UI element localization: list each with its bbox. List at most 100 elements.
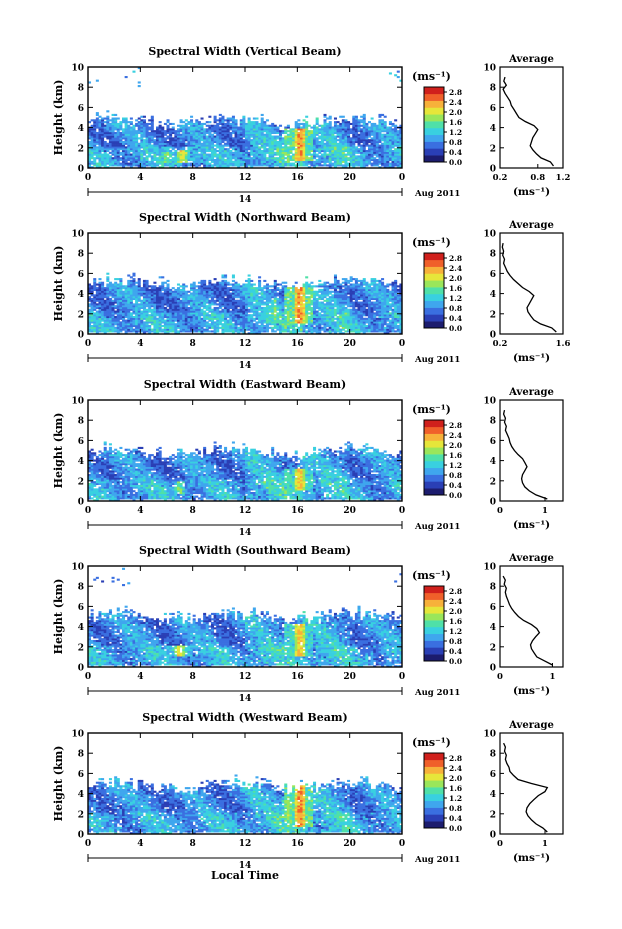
heatmap-cell (347, 157, 351, 160)
heatmap-cell (239, 330, 243, 333)
heatmap-cell (245, 162, 249, 165)
heatmap-cell (150, 330, 154, 333)
heatmap-cell (347, 164, 351, 167)
heatmap-cell (98, 131, 102, 135)
heatmap-cell (271, 314, 275, 317)
heatmap-cell (116, 137, 120, 140)
heatmap-cell (145, 326, 149, 329)
heatmap-cell (163, 296, 167, 299)
heatmap-cell (221, 121, 225, 124)
heatmap-cell (245, 153, 249, 156)
heatmap-cell (218, 158, 222, 162)
heatmap-cell (247, 164, 251, 167)
profile-y-tick-label: 6 (490, 104, 496, 114)
heatmap-cell (239, 162, 243, 165)
heatmap-cell (88, 308, 92, 311)
heatmap-cell (229, 146, 233, 149)
heatmap-cell (292, 317, 296, 320)
heatmap-cell (161, 128, 165, 131)
heatmap-cell (142, 290, 146, 293)
heatmap-cell (210, 285, 214, 288)
heatmap-cell (213, 144, 217, 147)
heatmap-cell (210, 137, 214, 140)
heatmap-cell (135, 122, 139, 126)
heatmap-cell (140, 137, 144, 140)
heatmap-cell (176, 319, 180, 322)
heatmap-cell (268, 126, 272, 129)
heatmap-cell (197, 288, 201, 292)
heatmap-cell (344, 130, 348, 133)
heatmap-cell (279, 292, 283, 295)
heatmap-cell (279, 297, 283, 301)
heatmap-cell (140, 166, 144, 169)
heatmap-cell (234, 303, 238, 306)
heatmap-cell (231, 287, 235, 290)
heatmap-cell (286, 330, 290, 333)
heatmap-cell (294, 122, 298, 126)
heatmap-cell (135, 139, 139, 142)
heatmap-cell (197, 315, 201, 319)
heatmap-cell (268, 292, 272, 295)
heatmap-cell (394, 128, 398, 131)
heatmap-cell (98, 166, 102, 169)
heatmap-cell (190, 314, 194, 317)
heatmap-cell (367, 121, 371, 124)
heatmap-cell (127, 323, 131, 326)
heatmap-cell (318, 131, 322, 135)
heatmap-cell (381, 133, 385, 136)
heatmap-cell (226, 323, 230, 326)
heatmap-cell (320, 130, 324, 133)
heatmap-cell (305, 157, 309, 160)
heatmap-cell (129, 148, 133, 151)
heatmap-cell (174, 164, 178, 167)
heatmap-cell (362, 115, 366, 118)
heatmap-cell (205, 323, 209, 326)
heatmap-cell (349, 148, 353, 151)
heatmap-cell (326, 117, 330, 120)
heatmap-cell (132, 131, 136, 135)
heatmap-cell (169, 328, 173, 331)
heatmap-cell (129, 160, 133, 163)
heatmap-cell (192, 310, 196, 313)
heatmap-cell (229, 305, 233, 308)
heatmap-cell (286, 292, 290, 295)
heatmap-cell (284, 146, 288, 149)
heatmap-cell (268, 317, 272, 320)
heatmap-cell (247, 283, 251, 286)
heatmap-cell (95, 140, 99, 144)
heatmap-cell (242, 306, 246, 310)
heatmap-cell (265, 330, 269, 333)
heatmap-cell (229, 296, 233, 299)
heatmap-cell (116, 157, 120, 160)
heatmap-cell (242, 315, 246, 319)
heatmap-cell (124, 299, 128, 302)
heatmap-cell (289, 162, 293, 165)
heatmap-cell (388, 72, 392, 75)
heatmap-cell (336, 157, 340, 160)
heatmap-cell (132, 305, 136, 308)
heatmap-cell (129, 326, 133, 329)
heatmap-cell (158, 312, 162, 315)
heatmap-cell (132, 308, 136, 311)
heatmap-cell (221, 292, 225, 295)
heatmap-cell (365, 126, 369, 129)
heatmap-cell (268, 124, 272, 127)
heatmap-cell (95, 314, 99, 317)
heatmap-cell (226, 119, 230, 122)
heatmap-cell (260, 122, 264, 126)
heatmap-cell (237, 137, 241, 140)
heatmap-cell (184, 303, 188, 306)
heatmap-cell (375, 160, 379, 163)
heatmap-cell (245, 155, 249, 158)
heatmap-cell (93, 142, 97, 145)
heatmap-cell (279, 166, 283, 169)
heatmap-cell (114, 149, 118, 153)
heatmap-cell (163, 139, 167, 142)
heatmap-cell (297, 137, 301, 140)
heatmap-cell (323, 157, 327, 160)
heatmap-cell (245, 131, 249, 135)
heatmap-cell (195, 330, 199, 333)
heatmap-cell (349, 142, 353, 145)
colorbar-swatch (424, 141, 444, 149)
heatmap-cell (127, 330, 131, 333)
